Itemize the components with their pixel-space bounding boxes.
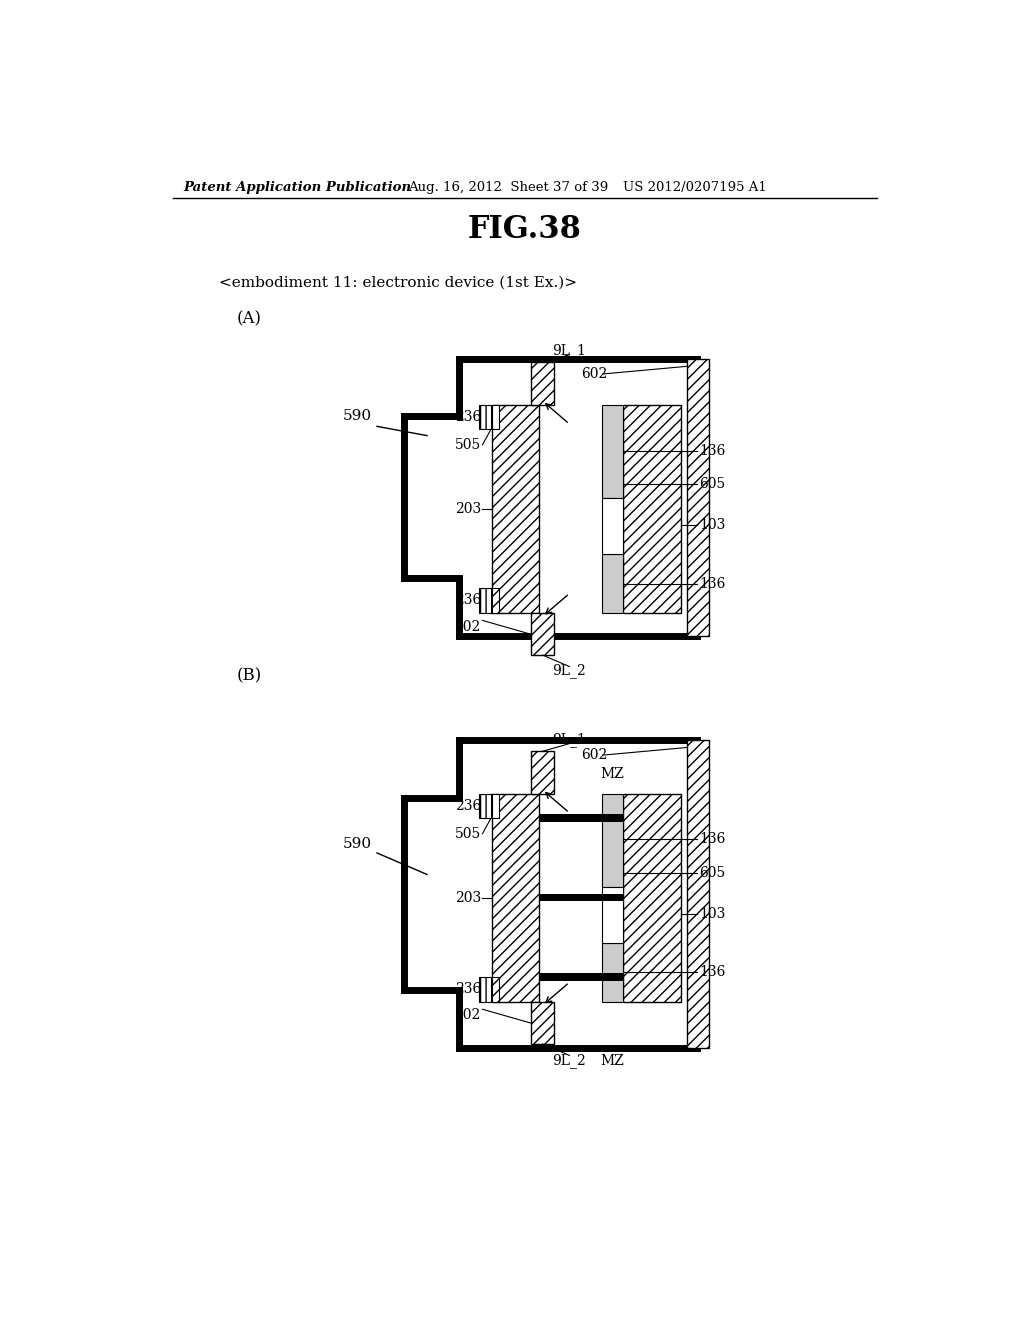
Bar bbox=[478, 589, 493, 612]
Bar bbox=[478, 977, 493, 1002]
Text: MZ: MZ bbox=[600, 1053, 624, 1068]
Text: 236: 236 bbox=[455, 982, 481, 997]
Text: 505: 505 bbox=[455, 826, 481, 841]
Bar bbox=[539, 894, 602, 902]
Text: 136: 136 bbox=[698, 833, 725, 846]
Text: 505: 505 bbox=[455, 438, 481, 451]
Bar bbox=[493, 977, 499, 1002]
Text: US 2012/0207195 A1: US 2012/0207195 A1 bbox=[624, 181, 767, 194]
Text: 136: 136 bbox=[698, 577, 725, 590]
Bar bbox=[602, 499, 624, 554]
Bar bbox=[554, 814, 624, 822]
Bar bbox=[687, 739, 709, 1048]
Text: 502: 502 bbox=[455, 619, 481, 634]
Text: 9L_2: 9L_2 bbox=[553, 663, 587, 678]
Bar bbox=[602, 554, 624, 612]
Bar bbox=[687, 359, 709, 636]
Bar bbox=[602, 405, 624, 499]
Bar bbox=[539, 814, 602, 822]
Bar bbox=[493, 405, 499, 429]
Bar bbox=[493, 793, 499, 818]
Text: 9L_1: 9L_1 bbox=[553, 343, 587, 358]
Text: FIG.38: FIG.38 bbox=[468, 214, 582, 244]
Text: 203: 203 bbox=[455, 891, 481, 904]
Text: 236: 236 bbox=[455, 594, 481, 607]
Text: 605: 605 bbox=[698, 477, 725, 491]
Text: <embodiment 11: electronic device (1st Ex.)>: <embodiment 11: electronic device (1st E… bbox=[219, 276, 578, 290]
Text: 590: 590 bbox=[342, 409, 372, 424]
Bar bbox=[478, 793, 493, 818]
Bar bbox=[493, 405, 539, 612]
Text: 9L_2: 9L_2 bbox=[553, 1053, 587, 1068]
Text: 236: 236 bbox=[455, 799, 481, 813]
Text: 103: 103 bbox=[698, 907, 725, 921]
Text: 502: 502 bbox=[455, 1008, 481, 1023]
Bar bbox=[493, 589, 499, 612]
Text: Aug. 16, 2012  Sheet 37 of 39: Aug. 16, 2012 Sheet 37 of 39 bbox=[408, 181, 608, 194]
Bar bbox=[478, 405, 493, 429]
Bar bbox=[539, 973, 602, 981]
Text: 602: 602 bbox=[581, 748, 607, 762]
Text: 203: 203 bbox=[455, 502, 481, 516]
Bar bbox=[554, 894, 624, 902]
Text: (A): (A) bbox=[237, 310, 262, 327]
Text: (B): (B) bbox=[237, 668, 262, 684]
Text: MZ: MZ bbox=[600, 767, 624, 781]
Bar bbox=[493, 793, 539, 1002]
Text: 605: 605 bbox=[698, 866, 725, 879]
Text: 9L_1: 9L_1 bbox=[553, 733, 587, 747]
Text: 136: 136 bbox=[698, 965, 725, 979]
Bar bbox=[531, 612, 554, 655]
Bar bbox=[602, 944, 624, 1002]
Text: 103: 103 bbox=[698, 519, 725, 532]
Bar bbox=[554, 973, 624, 981]
Text: 602: 602 bbox=[581, 367, 607, 381]
Bar bbox=[602, 793, 624, 887]
Bar bbox=[602, 887, 624, 944]
Text: 136: 136 bbox=[698, 444, 725, 458]
Text: Patent Application Publication: Patent Application Publication bbox=[183, 181, 411, 194]
Text: 590: 590 bbox=[342, 837, 372, 850]
Bar bbox=[531, 1002, 554, 1044]
Text: 236: 236 bbox=[455, 411, 481, 424]
Bar bbox=[624, 793, 681, 1002]
Bar bbox=[531, 363, 554, 405]
Bar bbox=[531, 751, 554, 793]
Bar bbox=[624, 405, 681, 612]
